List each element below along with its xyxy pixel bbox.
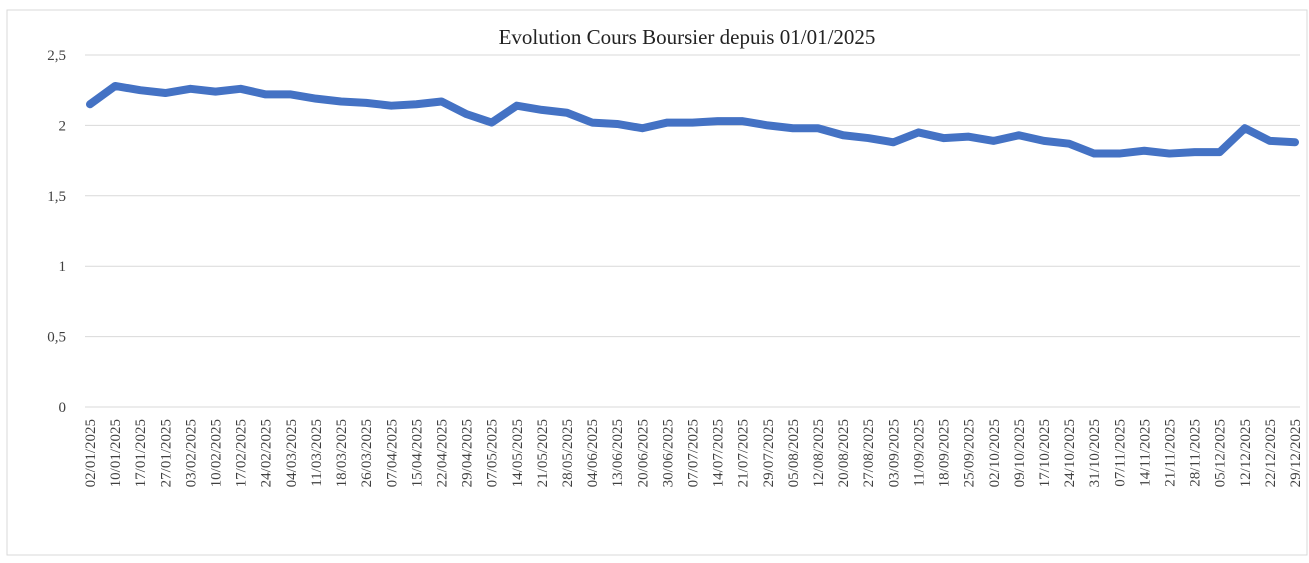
x-tick-label: 07/04/2025 <box>384 419 400 487</box>
x-tick-label: 24/02/2025 <box>259 419 275 487</box>
x-tick-label: 14/07/2025 <box>711 419 727 487</box>
chart-title: Evolution Cours Boursier depuis 01/01/20… <box>499 25 876 49</box>
x-tick-label: 05/08/2025 <box>786 419 802 487</box>
x-tick-label: 14/11/2025 <box>1137 419 1153 487</box>
x-tick-label: 29/04/2025 <box>460 419 476 487</box>
x-tick-label: 30/06/2025 <box>660 419 676 487</box>
x-tick-label: 17/02/2025 <box>234 419 250 487</box>
x-tick-label: 27/01/2025 <box>158 419 174 487</box>
x-tick-label: 02/01/2025 <box>83 419 99 487</box>
y-tick-label: 2,5 <box>47 48 66 64</box>
x-tick-label: 07/11/2025 <box>1112 419 1128 487</box>
x-tick-label: 12/08/2025 <box>811 419 827 487</box>
x-tick-label: 12/12/2025 <box>1238 419 1254 487</box>
x-tick-label: 03/09/2025 <box>886 419 902 487</box>
x-tick-label: 31/10/2025 <box>1087 419 1103 487</box>
x-tick-label: 18/09/2025 <box>937 419 953 487</box>
x-tick-label: 20/06/2025 <box>635 419 651 487</box>
x-tick-label: 21/11/2025 <box>1162 419 1178 487</box>
x-tick-label: 20/08/2025 <box>836 419 852 487</box>
x-tick-label: 04/06/2025 <box>585 419 601 487</box>
x-tick-label: 07/05/2025 <box>485 419 501 487</box>
x-tick-label: 27/08/2025 <box>861 419 877 487</box>
x-tick-label: 29/12/2025 <box>1288 419 1304 487</box>
x-tick-label: 11/09/2025 <box>911 419 927 487</box>
x-tick-label: 11/03/2025 <box>309 419 325 487</box>
x-tick-label: 17/10/2025 <box>1037 419 1053 487</box>
x-tick-label: 22/04/2025 <box>434 419 450 487</box>
x-tick-label: 02/10/2025 <box>987 419 1003 487</box>
x-tick-label: 28/11/2025 <box>1188 419 1204 487</box>
x-tick-label: 25/09/2025 <box>962 419 978 487</box>
x-tick-label: 21/05/2025 <box>535 419 551 487</box>
x-tick-label: 05/12/2025 <box>1213 419 1229 487</box>
x-tick-label: 14/05/2025 <box>510 419 526 487</box>
x-tick-label: 24/10/2025 <box>1062 419 1078 487</box>
x-tick-label: 13/06/2025 <box>610 419 626 487</box>
y-tick-label: 0 <box>59 400 67 416</box>
x-tick-label: 10/01/2025 <box>108 419 124 487</box>
x-tick-label: 09/10/2025 <box>1012 419 1028 487</box>
y-tick-label: 1,5 <box>47 189 66 205</box>
x-tick-label: 26/03/2025 <box>359 419 375 487</box>
x-tick-label: 03/02/2025 <box>183 419 199 487</box>
x-tick-label: 07/07/2025 <box>686 419 702 487</box>
x-tick-label: 28/05/2025 <box>560 419 576 487</box>
x-tick-label: 21/07/2025 <box>736 419 752 487</box>
x-tick-label: 22/12/2025 <box>1263 419 1279 487</box>
x-tick-label: 17/01/2025 <box>133 419 149 487</box>
y-tick-label: 1 <box>59 259 67 275</box>
x-tick-label: 04/03/2025 <box>284 419 300 487</box>
x-tick-label: 10/02/2025 <box>209 419 225 487</box>
line-series <box>86 81 1299 158</box>
x-tick-label: 18/03/2025 <box>334 419 350 487</box>
chart-border <box>6 9 1308 556</box>
y-tick-label: 0,5 <box>47 330 66 346</box>
x-tick-label: 15/04/2025 <box>409 419 425 487</box>
x-tick-label: 29/07/2025 <box>761 419 777 487</box>
y-tick-label: 2 <box>59 118 67 134</box>
